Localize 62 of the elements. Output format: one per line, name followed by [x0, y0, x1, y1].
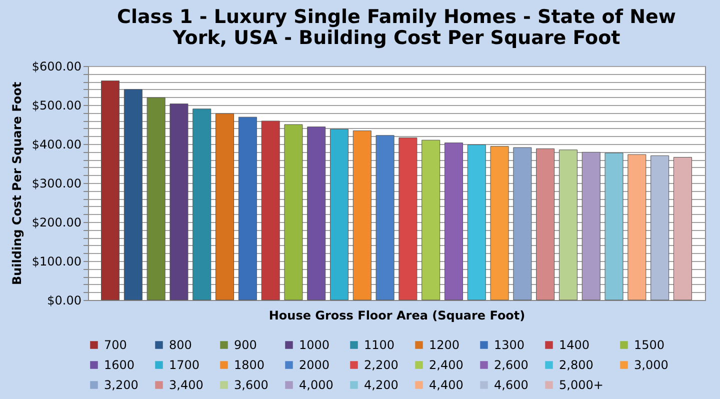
bar — [513, 147, 532, 300]
bar — [673, 157, 692, 300]
legend-label: 900 — [234, 338, 257, 352]
bar — [261, 120, 280, 300]
legend-label: 2,200 — [364, 358, 398, 372]
bar — [307, 126, 326, 300]
legend-label: 4,000 — [299, 378, 334, 392]
bar — [444, 142, 463, 300]
y-axis-title: Building Cost Per Square Foot — [10, 82, 24, 286]
x-axis-title: House Gross Floor Area (Square Foot) — [268, 308, 526, 322]
bar — [170, 104, 188, 300]
bar — [558, 150, 578, 300]
legend-label: 3,000 — [634, 358, 668, 372]
bar — [101, 80, 120, 300]
legend-label: 1500 — [634, 338, 665, 352]
bar — [490, 146, 509, 300]
legend-label: 2,800 — [559, 358, 594, 372]
legend-label: 3,200 — [104, 378, 138, 392]
bar — [352, 130, 372, 300]
legend-label: 1300 — [494, 338, 525, 352]
legend-label: 1200 — [429, 338, 460, 352]
legend-label: 1600 — [104, 358, 135, 372]
legend-label: 2,600 — [494, 358, 528, 372]
legend-label: 1000 — [299, 338, 330, 352]
legend-label: 2,400 — [429, 358, 464, 372]
bar — [146, 97, 166, 300]
bar — [376, 135, 394, 300]
bar — [330, 128, 349, 300]
legend-label: 2000 — [299, 358, 330, 372]
bar — [582, 152, 600, 300]
bar — [192, 108, 212, 300]
legend-label: 4,200 — [364, 378, 398, 392]
y-tick-label: $300.00 — [32, 176, 82, 190]
bar — [124, 89, 142, 300]
bar — [628, 154, 646, 300]
legend-label: 4,400 — [429, 378, 464, 392]
legend-label: 5,000+ — [559, 378, 604, 392]
legend-label: 700 — [104, 338, 127, 352]
y-tick-label: $0.00 — [47, 294, 82, 308]
y-tick-label: $100.00 — [32, 254, 82, 268]
y-tick-label: $600.00 — [32, 60, 82, 74]
bar — [422, 140, 440, 300]
bar — [398, 138, 418, 300]
y-tick-label: $400.00 — [32, 138, 82, 152]
chart-title: Class 1 - Luxury Single Family Homes - State of New York, USA - Building Cost Per Square Foot — [117, 6, 676, 49]
legend-label: 4,600 — [494, 378, 528, 392]
bar — [650, 155, 670, 300]
bar — [467, 144, 486, 300]
legend-label: 1800 — [234, 358, 265, 372]
bar — [284, 124, 303, 300]
legend-label: 3,600 — [234, 378, 268, 392]
bar — [238, 116, 257, 300]
bar — [536, 148, 555, 300]
bar — [216, 113, 234, 300]
legend-label: 1100 — [364, 338, 395, 352]
legend-label: 1400 — [559, 338, 590, 352]
bar — [604, 152, 624, 300]
y-tick-label: $500.00 — [32, 98, 82, 112]
y-tick-label: $200.00 — [32, 216, 82, 230]
legend-label: 1700 — [169, 358, 200, 372]
legend-label: 800 — [169, 338, 192, 352]
legend-label: 3,400 — [169, 378, 204, 392]
